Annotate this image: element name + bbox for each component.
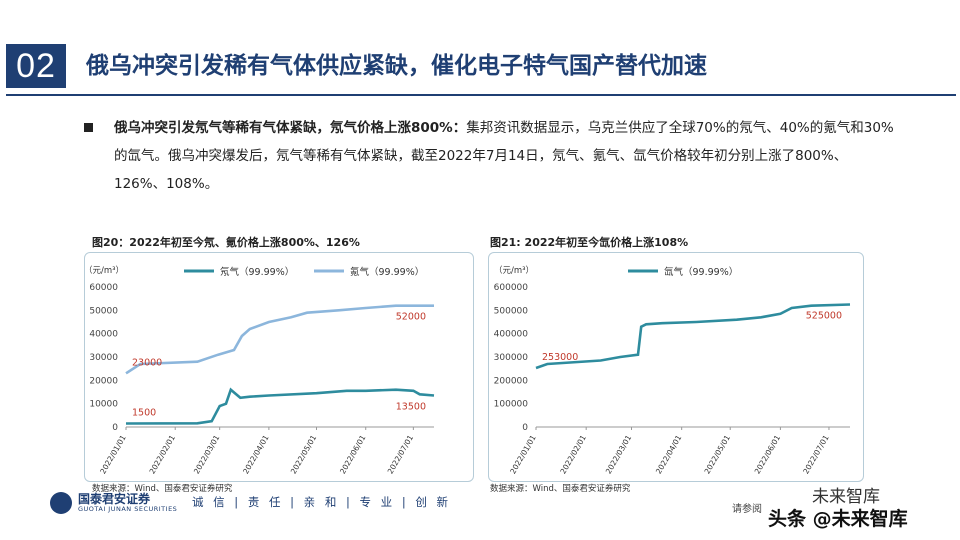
body-lead: 俄乌冲突引发氖气等稀有气体紧缺，氖气价格上涨800%： <box>114 120 467 136</box>
x-tick-label: 2022/04/01 <box>654 433 684 475</box>
legend-label-1: 氖气（99.99%） <box>220 266 294 278</box>
figure-20-source: 数据来源：Wind、国泰君安证券研究 <box>92 484 233 494</box>
body-text: 集邦资讯数据显示，乌克兰供应了全球70%的氖气、40%的氪气和30%的氙气。俄乌… <box>114 120 894 192</box>
x-tick-label: 2022/02/01 <box>558 433 588 475</box>
x-tick-label: 2022/06/01 <box>338 433 368 475</box>
bullet-icon <box>84 123 93 132</box>
x-tick-label: 2022/01/01 <box>98 433 128 475</box>
data-label: 253000 <box>542 352 578 363</box>
series-line-2 <box>125 304 434 375</box>
x-tick-label: 2022/02/01 <box>148 433 178 475</box>
y-axis-unit: （元/m³） <box>494 265 534 276</box>
figure-21-source: 数据来源：Wind、国泰君安证券研究 <box>490 484 631 494</box>
company-logo-icon <box>50 492 72 514</box>
x-tick-label: 2022/03/01 <box>604 433 634 475</box>
x-tick-label: 2022/07/01 <box>386 433 416 475</box>
watermark-brand: 头条 @未来智库 <box>768 508 908 530</box>
chart-panel-1 <box>84 252 474 482</box>
data-label: 23000 <box>132 357 162 368</box>
figure-21-title: 图21: 2022年初至今氙价格上涨108% <box>490 236 689 249</box>
legend-label-2: 氪气（99.99%） <box>350 266 424 278</box>
y-tick-label: 200000 <box>494 376 529 386</box>
data-label: 1500 <box>132 408 156 419</box>
y-tick-label: 0 <box>522 423 528 433</box>
y-tick-label: 40000 <box>89 330 118 340</box>
y-tick-label: 100000 <box>494 400 529 410</box>
figure-20-title: 图20：2022年初至今氖、氪价格上涨800%、126% <box>92 236 360 249</box>
chart-panel-2 <box>488 252 864 482</box>
disclaimer-note: 请参阅 <box>732 504 762 515</box>
x-tick-label: 2022/03/01 <box>192 433 222 475</box>
data-label: 525000 <box>806 311 842 322</box>
y-tick-label: 10000 <box>89 400 118 410</box>
company-slogan: 诚 信 | 责 任 | 亲 和 | 专 业 | 创 新 <box>192 495 452 509</box>
y-tick-label: 400000 <box>494 330 529 340</box>
neon-krypton-price-chart: （元/m³） 氖气（99.99%） 氪气（99.99%） 0 10000 20000 300… <box>84 265 435 475</box>
xenon-price-chart: （元/m³） 氙气（99.99%） 0 100000 200000 300000 40000… <box>494 265 851 475</box>
data-label: 52000 <box>396 312 426 323</box>
body-paragraph: 俄乌冲突引发氖气等稀有气体紧缺，氖气价格上涨800%：集邦资讯数据显示，乌克兰供… <box>114 114 894 198</box>
x-tick-label: 2022/05/01 <box>703 433 733 475</box>
y-tick-label: 20000 <box>89 376 118 386</box>
y-tick-label: 60000 <box>89 283 118 293</box>
company-logo: 国泰君安证券 <box>78 492 151 506</box>
section-number: 02 <box>6 44 66 88</box>
y-axis-unit: （元/m³） <box>84 265 124 276</box>
y-tick-label: 30000 <box>89 353 118 363</box>
legend-label-1: 氙气（99.99%） <box>664 266 738 278</box>
x-tick-label: 2022/06/01 <box>753 433 783 475</box>
series-line-1 <box>535 303 851 370</box>
x-tick-label: 2022/04/01 <box>241 433 271 475</box>
x-tick-label: 2022/01/01 <box>508 433 538 475</box>
title-divider <box>6 94 956 96</box>
y-tick-label: 500000 <box>494 306 529 316</box>
section-title: 俄乌冲突引发稀有气体供应紧缺，催化电子特气国产替代加速 <box>86 53 707 79</box>
x-tick-label: 2022/07/01 <box>801 433 831 475</box>
y-tick-label: 0 <box>112 423 118 433</box>
y-tick-label: 300000 <box>494 353 529 363</box>
series-line-1 <box>125 387 435 425</box>
y-tick-label: 50000 <box>89 306 118 316</box>
y-tick-label: 600000 <box>494 283 529 293</box>
watermark-brand-secondary: 未来智库 <box>812 487 880 507</box>
data-label: 13500 <box>396 402 426 413</box>
x-tick-label: 2022/05/01 <box>289 433 319 475</box>
company-logo-en: GUOTAI JUNAN SECURITIES <box>78 505 178 513</box>
